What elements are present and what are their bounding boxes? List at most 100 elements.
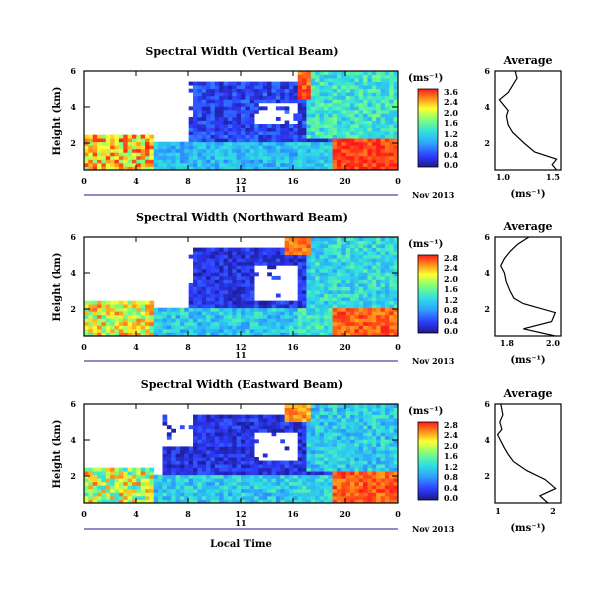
heatmap-cell	[380, 442, 386, 447]
heatmap-cell	[136, 332, 142, 337]
heatmap-cell	[275, 321, 281, 326]
heatmap-cell	[271, 311, 277, 316]
heatmap-cell	[131, 162, 137, 167]
heatmap-cell	[380, 261, 386, 266]
heatmap-cell	[123, 321, 129, 326]
date-label: Nov 2013	[412, 524, 455, 534]
heatmap-cell	[171, 446, 176, 451]
heatmap-cell	[336, 106, 342, 111]
heatmap-cell	[175, 488, 181, 493]
heatmap-cell	[262, 251, 268, 256]
heatmap-cell	[393, 304, 399, 309]
heatmap-cell	[306, 124, 312, 128]
heatmap-cell	[363, 138, 368, 143]
heatmap-cell	[345, 488, 351, 493]
heatmap-cell	[123, 314, 129, 319]
heatmap-cell	[241, 88, 246, 93]
heatmap-cell	[310, 467, 316, 472]
heatmap-cell	[236, 492, 242, 497]
heatmap-cell	[88, 499, 94, 504]
heatmap-cell	[315, 495, 320, 500]
heatmap-cell	[376, 439, 381, 444]
heatmap-cell	[332, 293, 338, 298]
heatmap-cell	[162, 495, 168, 500]
heatmap-cell	[384, 478, 390, 483]
heatmap-cell	[323, 453, 329, 458]
heatmap-cell	[210, 481, 216, 486]
heatmap-cell	[114, 304, 120, 309]
heatmap-cell	[345, 102, 351, 107]
heatmap-cell	[376, 85, 381, 90]
heatmap-cell	[232, 464, 238, 469]
heatmap-cell	[171, 499, 176, 504]
heatmap-cell	[267, 321, 272, 326]
heatmap-cell	[293, 307, 299, 312]
heatmap-cell	[310, 290, 316, 294]
heatmap-cell	[302, 418, 307, 423]
heatmap-cell	[288, 471, 294, 476]
heatmap-cell	[105, 314, 111, 319]
heatmap-cell	[384, 148, 390, 153]
heatmap-cell	[179, 307, 185, 312]
heatmap-cell	[241, 148, 246, 153]
heatmap-cell	[371, 261, 377, 266]
heatmap-cell	[288, 131, 294, 136]
heatmap-cell	[328, 109, 333, 114]
heatmap-cell	[345, 446, 351, 451]
heatmap-cell	[288, 418, 294, 423]
heatmap-cell	[328, 328, 333, 333]
heatmap-cell	[297, 141, 303, 146]
heatmap-cell	[376, 488, 381, 493]
heatmap-cell	[367, 332, 373, 337]
heatmap-cell	[341, 272, 347, 277]
heatmap-cell	[114, 162, 120, 167]
heatmap-cell	[140, 488, 146, 493]
colorbar-tick: 1.6	[444, 118, 458, 128]
heatmap-cell	[288, 152, 294, 157]
heatmap-cell	[201, 159, 207, 164]
heatmap-cell	[166, 492, 172, 497]
heatmap-cell	[384, 474, 390, 479]
heatmap-cell	[118, 474, 124, 479]
heatmap-cell	[188, 321, 194, 326]
heatmap-cell	[84, 304, 89, 309]
heatmap-cell	[136, 141, 142, 146]
heatmap-cell	[219, 428, 224, 433]
heatmap-cell	[193, 138, 198, 143]
heatmap-cell	[214, 124, 220, 128]
heatmap-cell	[376, 275, 381, 280]
heatmap-cell	[319, 258, 325, 263]
heatmap-cell	[336, 155, 342, 160]
heatmap-cell	[306, 460, 312, 465]
heatmap-cell	[245, 421, 251, 426]
heatmap-cell	[131, 318, 137, 323]
heatmap-cell	[262, 124, 268, 128]
heatmap-cell	[118, 492, 124, 497]
heatmap-cell	[376, 307, 381, 312]
heatmap-cell	[336, 307, 342, 312]
heatmap-cell	[332, 290, 338, 294]
heatmap-cell	[358, 109, 364, 114]
heatmap-cell	[315, 113, 320, 118]
heatmap-cell	[341, 428, 347, 433]
heatmap-cell	[175, 159, 181, 164]
heatmap-cell	[136, 148, 142, 153]
heatmap-cell	[336, 85, 342, 90]
heatmap-cell	[184, 485, 190, 490]
heatmap-cell	[275, 467, 281, 472]
heatmap-cell	[136, 314, 142, 319]
heatmap-cell	[219, 99, 224, 104]
heatmap-cell	[110, 328, 115, 333]
heatmap-cell	[323, 159, 329, 164]
heatmap-cell	[345, 148, 351, 153]
heatmap-cell	[241, 261, 246, 266]
heatmap-cell	[254, 492, 259, 497]
heatmap-cell	[384, 439, 390, 444]
y-tick-label: 2	[70, 471, 76, 481]
heatmap-cell	[162, 460, 168, 465]
heatmap-cell	[201, 304, 207, 309]
heatmap-cell	[227, 258, 233, 263]
heatmap-cell	[280, 99, 286, 104]
heatmap-cell	[306, 318, 312, 323]
heatmap-cell	[345, 78, 351, 83]
